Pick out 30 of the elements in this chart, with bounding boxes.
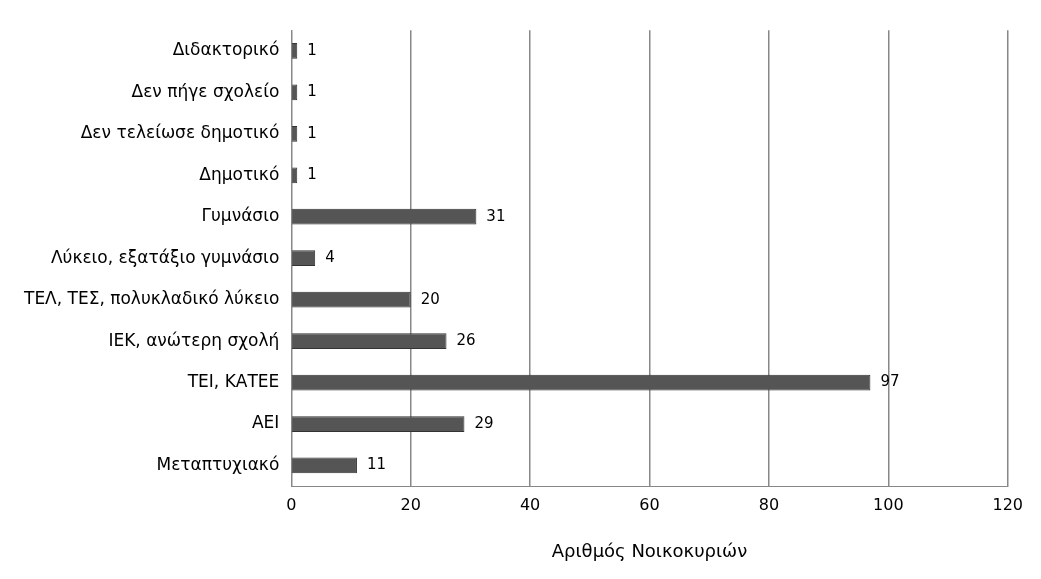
data-label: 1 <box>307 123 317 142</box>
y-tick-label: Δεν πήγε σχολείο <box>131 80 280 101</box>
y-tick-label: Λύκειο, εξατάξιο γυμνάσιο <box>50 246 280 267</box>
data-label: 31 <box>486 206 506 225</box>
x-tick-label: 60 <box>639 494 660 514</box>
x-tick-label: 120 <box>992 494 1023 514</box>
x-tick-label: 0 <box>286 494 297 514</box>
data-label: 4 <box>325 248 335 267</box>
x-tick-label: 100 <box>873 494 904 514</box>
y-tick-label: ΤΕΙ, ΚΑΤΕΕ <box>186 370 280 391</box>
data-label: 1 <box>307 165 317 184</box>
y-tick-label: Γυμνάσιο <box>201 205 280 226</box>
y-tick-label: Μεταπτυχιακό <box>156 453 280 474</box>
x-tick-label: 80 <box>758 494 780 514</box>
x-tick-label: 40 <box>519 494 541 514</box>
y-tick-label: Δεν τελείωσε δημοτικό <box>80 122 280 143</box>
y-tick-label: Δημοτικό <box>199 163 280 184</box>
data-label: 29 <box>474 413 494 432</box>
data-label: 11 <box>366 455 387 474</box>
x-tick-label: 20 <box>400 494 421 514</box>
data-label: 1 <box>307 82 317 101</box>
x-axis-title: Αριθμός Νοικοκυριών <box>551 539 748 561</box>
data-label: 26 <box>456 331 476 349</box>
data-label: 97 <box>880 372 900 391</box>
y-tick-label: ΙΕΚ, ανώτερη σχολή <box>108 329 280 350</box>
y-tick-label: ΤΕΛ, ΤΕΣ, πολυκλαδικό λύκειο <box>22 288 280 309</box>
data-label: 1 <box>307 40 317 59</box>
y-tick-label: Διδακτορικό <box>172 39 280 60</box>
data-label: 20 <box>420 289 440 308</box>
y-tick-label: ΑΕΙ <box>251 412 280 433</box>
